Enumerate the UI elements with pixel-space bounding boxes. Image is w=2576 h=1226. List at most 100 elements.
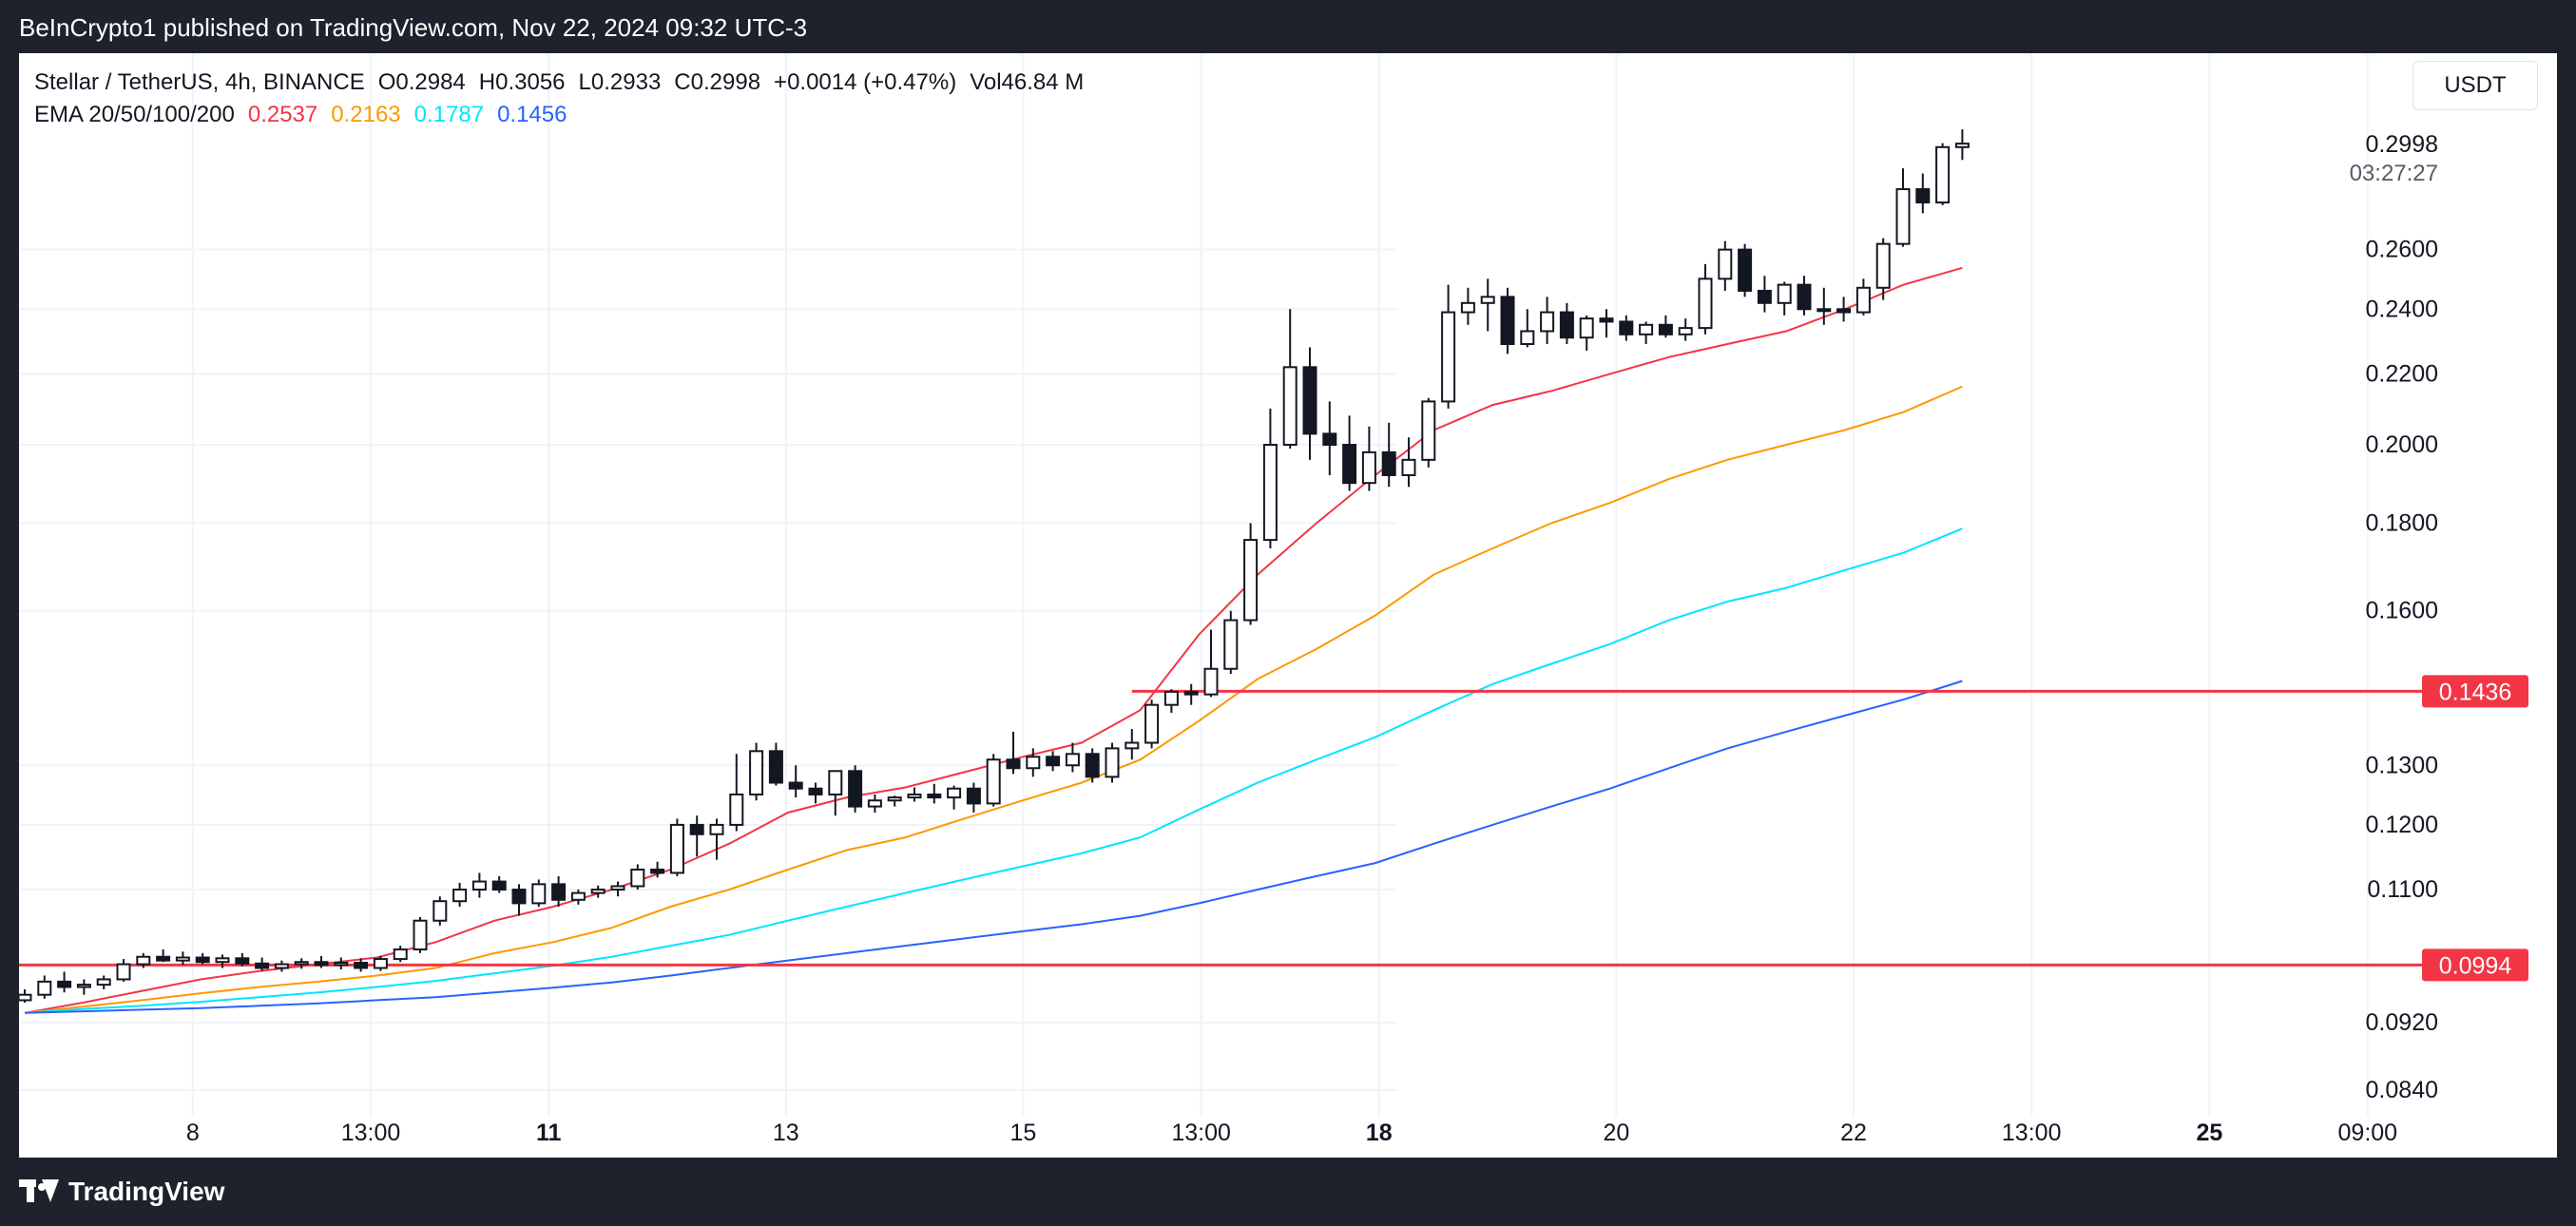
candle[interactable]: [37, 975, 52, 999]
candle[interactable]: [1223, 610, 1239, 675]
candle[interactable]: [650, 861, 665, 878]
candle[interactable]: [175, 951, 190, 966]
candle[interactable]: [1243, 523, 1259, 625]
candle[interactable]: [413, 917, 428, 953]
candle[interactable]: [195, 952, 210, 965]
candle[interactable]: [1460, 287, 1475, 325]
candle[interactable]: [314, 955, 329, 968]
candle[interactable]: [1302, 347, 1317, 460]
candle[interactable]: [610, 881, 625, 897]
candle[interactable]: [1441, 284, 1456, 409]
candle[interactable]: [729, 754, 744, 832]
candle[interactable]: [116, 959, 131, 982]
candle[interactable]: [1401, 437, 1416, 488]
symbol-label[interactable]: Stellar / TetherUS, 4h, BINANCE: [34, 69, 365, 95]
candle[interactable]: [1085, 748, 1100, 783]
candle[interactable]: [848, 765, 863, 813]
candle[interactable]: [1520, 309, 1535, 348]
candle[interactable]: [1026, 748, 1041, 777]
currency-unit-button[interactable]: USDT: [2413, 61, 2538, 110]
candle[interactable]: [907, 787, 922, 802]
candle[interactable]: [1954, 129, 1970, 161]
candle[interactable]: [1006, 731, 1021, 775]
candle[interactable]: [452, 882, 468, 908]
candle[interactable]: [828, 770, 843, 816]
candle[interactable]: [1065, 742, 1080, 773]
candle[interactable]: [96, 975, 111, 989]
chart-frame[interactable]: 0.1436 0.0994 0.2600 0.2400 0.2200 0.2000 0.1…: [19, 53, 2557, 1158]
candle[interactable]: [966, 782, 981, 813]
candle[interactable]: [947, 785, 962, 810]
candle[interactable]: [1342, 415, 1357, 491]
candle[interactable]: [393, 946, 408, 963]
candle[interactable]: [1559, 302, 1574, 345]
candle[interactable]: [1125, 729, 1140, 760]
candle[interactable]: [156, 948, 171, 963]
candle[interactable]: [433, 896, 448, 926]
candle[interactable]: [1105, 742, 1120, 783]
candle[interactable]: [511, 884, 527, 916]
candle[interactable]: [334, 957, 349, 970]
candle[interactable]: [1718, 240, 1733, 291]
tradingview-logo[interactable]: TradingView: [19, 1177, 224, 1207]
candle[interactable]: [630, 864, 645, 891]
candle[interactable]: [57, 971, 72, 993]
candle[interactable]: [1855, 278, 1871, 316]
candle[interactable]: [749, 742, 764, 801]
candle[interactable]: [1579, 315, 1594, 351]
ema-label[interactable]: EMA 20/50/100/200: [34, 102, 235, 127]
candle[interactable]: [1678, 318, 1693, 341]
candle[interactable]: [1262, 408, 1278, 549]
candle[interactable]: [1144, 699, 1160, 749]
candle[interactable]: [1203, 629, 1219, 698]
candle[interactable]: [19, 988, 32, 1003]
candle[interactable]: [1639, 321, 1654, 345]
candle[interactable]: [1361, 426, 1376, 491]
candle[interactable]: [531, 879, 547, 908]
candle[interactable]: [1183, 683, 1199, 705]
candle[interactable]: [1698, 263, 1713, 335]
candle[interactable]: [1163, 689, 1179, 714]
candle[interactable]: [294, 958, 309, 969]
candle[interactable]: [235, 952, 250, 967]
candle[interactable]: [986, 754, 1001, 807]
candle[interactable]: [709, 818, 724, 860]
candle[interactable]: [1915, 173, 1931, 214]
candle[interactable]: [689, 815, 704, 857]
candle[interactable]: [1282, 309, 1298, 449]
candle[interactable]: [1895, 168, 1911, 247]
candle[interactable]: [1777, 281, 1792, 316]
candle[interactable]: [1658, 315, 1673, 338]
candle[interactable]: [1322, 401, 1337, 475]
candle[interactable]: [373, 955, 388, 971]
candle[interactable]: [1935, 143, 1951, 205]
candle[interactable]: [1480, 278, 1495, 332]
candle[interactable]: [1500, 287, 1515, 354]
candle[interactable]: [76, 979, 91, 995]
candle[interactable]: [354, 958, 369, 972]
candle[interactable]: [1836, 297, 1852, 322]
candle[interactable]: [768, 742, 783, 786]
candle[interactable]: [1738, 243, 1753, 297]
price-chart[interactable]: 0.1436 0.0994 0.2600 0.2400 0.2200 0.2000 0.1…: [19, 53, 2557, 1158]
candle[interactable]: [274, 960, 289, 972]
candle[interactable]: [927, 783, 942, 804]
candle[interactable]: [1797, 276, 1812, 316]
candle[interactable]: [551, 875, 567, 908]
candle[interactable]: [1381, 422, 1396, 488]
candle[interactable]: [1817, 287, 1832, 325]
candle[interactable]: [471, 872, 487, 898]
candle[interactable]: [491, 875, 507, 893]
candle[interactable]: [808, 782, 823, 804]
candle[interactable]: [590, 885, 606, 898]
candle[interactable]: [669, 818, 684, 876]
candle[interactable]: [1757, 276, 1772, 313]
candle[interactable]: [215, 954, 230, 968]
candle[interactable]: [1421, 397, 1436, 468]
candle[interactable]: [570, 890, 586, 905]
candle[interactable]: [887, 795, 902, 807]
candle[interactable]: [1619, 315, 1634, 341]
candle[interactable]: [1540, 297, 1555, 345]
candle[interactable]: [255, 957, 270, 971]
candle[interactable]: [1599, 309, 1614, 338]
